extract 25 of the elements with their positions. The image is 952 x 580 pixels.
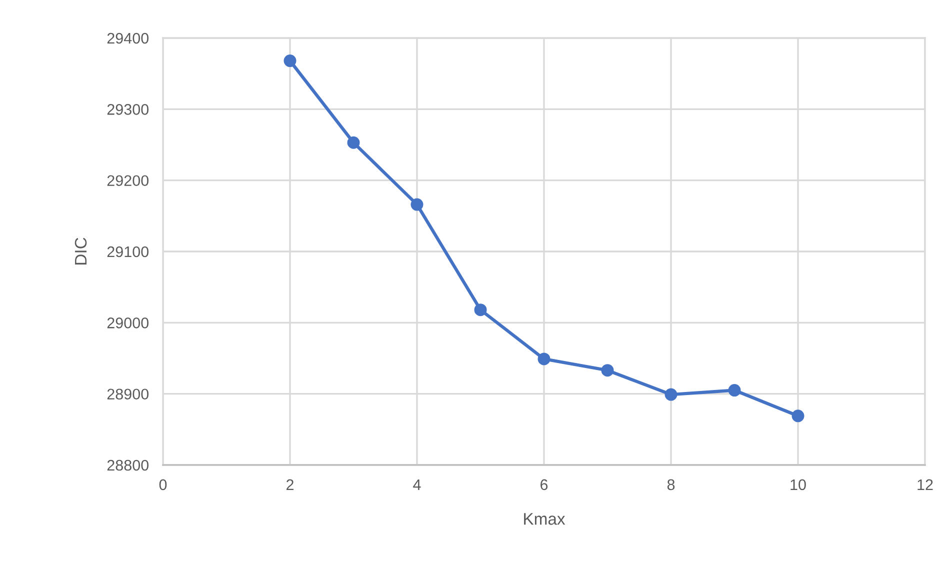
point bbox=[601, 364, 614, 377]
y-tick-label: 29400 bbox=[107, 32, 149, 44]
point bbox=[728, 384, 741, 397]
x-tick-label: 0 bbox=[159, 479, 167, 490]
y-tick-label: 29200 bbox=[107, 175, 149, 186]
x-tick-label: 10 bbox=[790, 479, 806, 490]
x-tick-label: 12 bbox=[918, 479, 933, 490]
x-axis-title: Kmax bbox=[524, 513, 566, 525]
point bbox=[474, 304, 487, 316]
x-tick-label: 8 bbox=[667, 479, 675, 490]
y-tick-label: 28900 bbox=[107, 388, 149, 400]
y-tick-label: 28800 bbox=[107, 460, 149, 471]
point bbox=[792, 410, 804, 422]
point bbox=[410, 198, 424, 211]
y-axis-title: DIC bbox=[74, 238, 87, 264]
x-tick-label: 4 bbox=[413, 479, 421, 490]
y-tick-label: 29300 bbox=[107, 104, 149, 115]
point bbox=[347, 136, 360, 149]
point bbox=[664, 388, 678, 401]
x-tick-label: 6 bbox=[540, 479, 548, 490]
point bbox=[538, 352, 550, 366]
y-tick-label: 29000 bbox=[107, 318, 149, 328]
point bbox=[284, 54, 296, 68]
y-tick-label: 29100 bbox=[107, 246, 149, 258]
x-tick-label: 2 bbox=[286, 479, 294, 490]
